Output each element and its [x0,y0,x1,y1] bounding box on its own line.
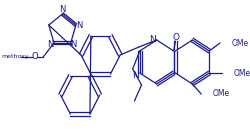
Text: N: N [76,21,83,30]
Text: methoxy: methoxy [1,54,28,59]
Text: N: N [47,40,54,50]
Text: O: O [31,52,38,61]
Text: O: O [173,32,180,41]
Text: OMe: OMe [232,39,249,48]
Text: OMe: OMe [213,89,230,98]
Text: N: N [149,36,156,44]
Text: N: N [59,6,66,15]
Text: OMe: OMe [233,69,250,77]
Text: N: N [70,40,76,50]
Text: N: N [132,70,139,79]
